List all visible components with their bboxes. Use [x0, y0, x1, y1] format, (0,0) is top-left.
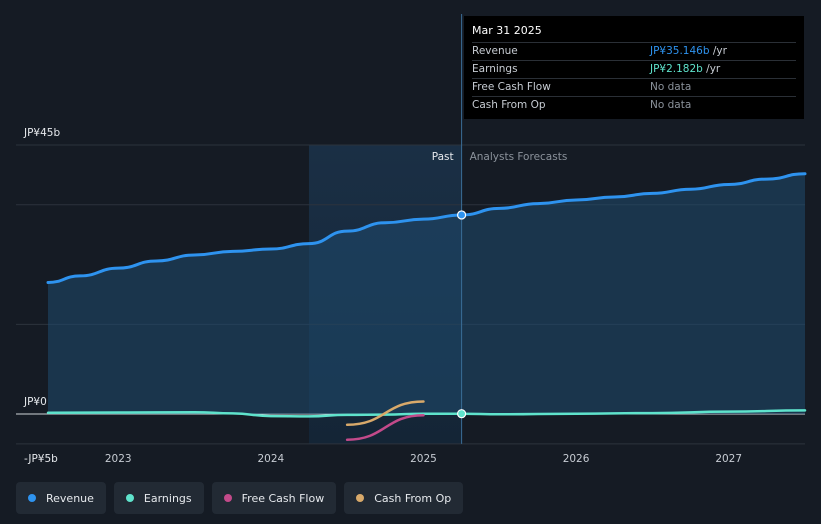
- tooltip-row-cash-from-op: Cash From Op No data: [472, 96, 796, 114]
- legend-dot-icon: [356, 494, 365, 502]
- series-line-cash-from-op: [345, 400, 425, 427]
- legend-item-cash-from-op[interactable]: Cash From Op: [344, 482, 464, 514]
- y-tick-label: JP¥0: [23, 396, 47, 408]
- tooltip-value: No data: [650, 99, 692, 111]
- series-line-revenue: [46, 172, 807, 284]
- tooltip-value: JP¥35.146b: [650, 45, 710, 57]
- forecast-label: Analysts Forecasts: [470, 151, 568, 163]
- tooltip-label: Revenue: [472, 45, 518, 57]
- legend-dot-icon: [223, 494, 232, 502]
- tooltip-row-free-cash-flow: Free Cash Flow No data: [472, 78, 796, 96]
- legend-item-free-cash-flow[interactable]: Free Cash Flow: [211, 482, 337, 514]
- x-tick-label: 2026: [563, 453, 590, 465]
- legend-label: Free Cash Flow: [241, 491, 325, 505]
- tooltip-label: Earnings: [472, 63, 518, 75]
- tooltip-row-earnings: Earnings JP¥2.182b /yr: [472, 60, 796, 78]
- marker-revenue: [457, 210, 467, 220]
- x-tick-label: 2023: [105, 453, 132, 465]
- x-tick-label: 2024: [257, 453, 284, 465]
- tooltip-label: Free Cash Flow: [472, 81, 551, 93]
- legend-item-revenue[interactable]: Revenue: [16, 482, 106, 514]
- marker-earnings: [457, 409, 467, 419]
- legend-dot-icon: [125, 494, 134, 502]
- y-tick-label: JP¥45b: [23, 127, 60, 139]
- tooltip-date: Mar 31 2025: [472, 24, 542, 37]
- tooltip-panel: Mar 31 2025 Revenue JP¥35.146b /yr Earni…: [464, 16, 804, 119]
- tooltip-unit: /yr: [702, 63, 721, 75]
- legend-item-earnings[interactable]: Earnings: [113, 482, 204, 514]
- y-tick-label: -JP¥5b: [24, 453, 58, 465]
- legend: Revenue Earnings Free Cash Flow Cash Fro…: [16, 482, 464, 514]
- revenue-area: [48, 173, 805, 414]
- tooltip-value: No data: [650, 81, 692, 93]
- series-line-earnings: [46, 409, 807, 418]
- series-line-free-cash-flow: [345, 413, 425, 441]
- tooltip-unit: /yr: [709, 45, 727, 57]
- legend-label: Earnings: [143, 491, 192, 505]
- tooltip-label: Cash From Op: [472, 99, 546, 111]
- legend-dot-icon: [28, 494, 36, 502]
- legend-label: Cash From Op: [374, 491, 452, 505]
- x-tick-label: 2025: [410, 453, 437, 465]
- x-tick-label: 2027: [715, 453, 742, 465]
- tooltip-value: JP¥2.182b: [650, 63, 703, 75]
- legend-label: Revenue: [46, 491, 94, 505]
- past-label: Past: [432, 151, 454, 163]
- tooltip-row-revenue: Revenue JP¥35.146b /yr: [472, 42, 796, 60]
